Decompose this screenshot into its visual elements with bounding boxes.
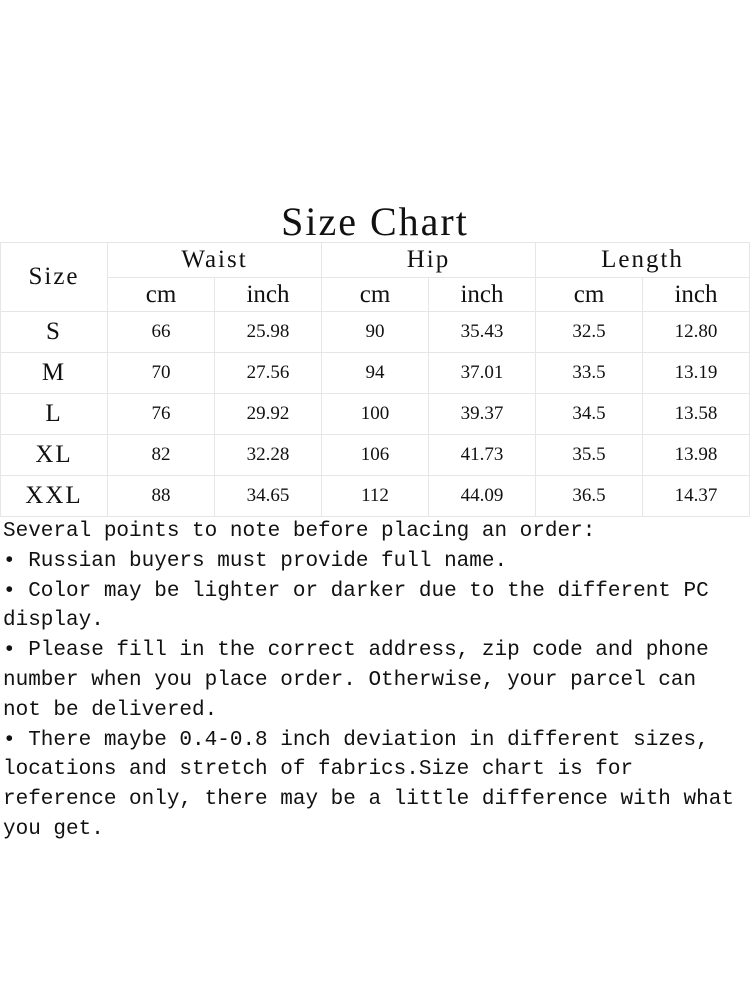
table-row: S 66 25.98 90 35.43 32.5 12.80: [0, 311, 750, 353]
unit-header: cm: [321, 277, 429, 312]
size-cell: L: [0, 393, 108, 435]
value-cell: 25.98: [214, 311, 322, 353]
value-cell: 35.43: [428, 311, 536, 353]
unit-header: cm: [535, 277, 643, 312]
unit-header: inch: [214, 277, 322, 312]
value-cell: 14.37: [642, 475, 750, 517]
value-cell: 32.5: [535, 311, 643, 353]
table-row: L 76 29.92 100 39.37 34.5 13.58: [0, 393, 750, 435]
size-header: Size: [0, 242, 108, 312]
size-cell: XXL: [0, 475, 108, 517]
value-cell: 34.65: [214, 475, 322, 517]
size-cell: S: [0, 311, 108, 353]
table-row: XL 82 32.28 106 41.73 35.5 13.98: [0, 434, 750, 476]
note-item: • Russian buyers must provide full name.: [3, 549, 508, 573]
size-chart-table: Size Waist Hip Length cm inch cm inch cm…: [0, 242, 750, 517]
page-title: Size Chart: [281, 199, 469, 244]
value-cell: 32.28: [214, 434, 322, 476]
value-cell: 13.98: [642, 434, 750, 476]
value-cell: 12.80: [642, 311, 750, 353]
note-item: • Color may be lighter or darker due to …: [3, 579, 709, 633]
value-cell: 33.5: [535, 352, 643, 394]
value-cell: 100: [321, 393, 429, 435]
value-cell: 106: [321, 434, 429, 476]
value-cell: 34.5: [535, 393, 643, 435]
value-cell: 41.73: [428, 434, 536, 476]
value-cell: 70: [107, 352, 215, 394]
unit-header: cm: [107, 277, 215, 312]
value-cell: 39.37: [428, 393, 536, 435]
value-cell: 13.58: [642, 393, 750, 435]
value-cell: 44.09: [428, 475, 536, 517]
value-cell: 112: [321, 475, 429, 517]
group-header-length: Length: [535, 242, 750, 278]
size-cell: M: [0, 352, 108, 394]
group-header-hip: Hip: [321, 242, 536, 278]
value-cell: 27.56: [214, 352, 322, 394]
value-cell: 76: [107, 393, 215, 435]
value-cell: 66: [107, 311, 215, 353]
value-cell: 82: [107, 434, 215, 476]
unit-header: inch: [642, 277, 750, 312]
group-header-waist: Waist: [107, 242, 322, 278]
value-cell: 29.92: [214, 393, 322, 435]
value-cell: 36.5: [535, 475, 643, 517]
value-cell: 90: [321, 311, 429, 353]
size-cell: XL: [0, 434, 108, 476]
table-row: XXL 88 34.65 112 44.09 36.5 14.37: [0, 475, 750, 517]
value-cell: 94: [321, 352, 429, 394]
value-cell: 13.19: [642, 352, 750, 394]
table-row: M 70 27.56 94 37.01 33.5 13.19: [0, 352, 750, 394]
notes-heading: Several points to note before placing an…: [3, 520, 596, 543]
note-item: • Please fill in the correct address, zi…: [3, 639, 709, 722]
value-cell: 35.5: [535, 434, 643, 476]
unit-header: inch: [428, 277, 536, 312]
value-cell: 88: [107, 475, 215, 517]
order-notes: Several points to note before placing an…: [3, 517, 743, 845]
note-item: • There maybe 0.4-0.8 inch deviation in …: [3, 728, 734, 841]
value-cell: 37.01: [428, 352, 536, 394]
